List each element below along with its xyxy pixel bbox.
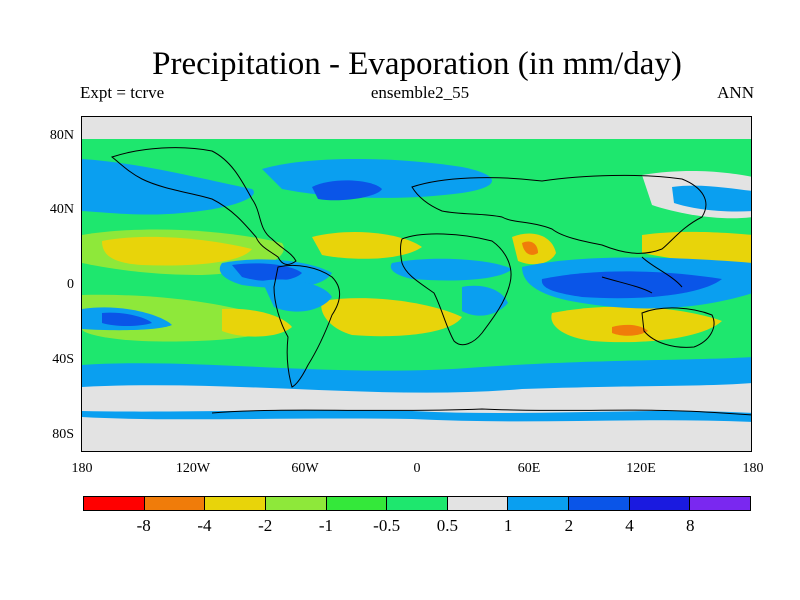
x-tick-120w: 120W: [175, 461, 211, 476]
colorbar-label: 0.5: [436, 516, 458, 535]
colorbar-label: 2: [564, 516, 574, 535]
colorbar-box: [326, 497, 388, 510]
y-tick-80s: 80S: [52, 427, 74, 442]
south-pacific-convergence-core: [102, 312, 152, 326]
colorbar-label: -2: [258, 516, 273, 535]
x-tick-60w: 60W: [291, 461, 319, 476]
colorbar-box: [205, 497, 266, 510]
x-tick-180e: 180: [742, 461, 764, 476]
southern-gray-band: [82, 383, 751, 413]
colorbar-label: 4: [625, 516, 634, 535]
nw-pacific-storm-track: [672, 185, 751, 212]
ensemble-label: ensemble2_55: [370, 83, 470, 102]
north-atlantic-max: [312, 180, 382, 201]
amazon-wet-zone: [262, 279, 332, 312]
colorbar-label: -0.5: [373, 516, 401, 535]
south-pacific-yellow: [222, 308, 292, 337]
west-pacific-yellow: [642, 231, 751, 264]
colorbar-label: -1: [318, 516, 333, 535]
itcz-east-pacific-core: [232, 263, 302, 282]
experiment-label: Expt = tcrve: [80, 83, 165, 102]
y-tick-80n: 80N: [49, 128, 74, 143]
colorbar: [83, 496, 751, 511]
colorbar-box: [265, 497, 327, 510]
colorbar-label: -8: [136, 516, 151, 535]
north-pacific-yellow: [102, 236, 252, 266]
season-label: ANN: [717, 83, 754, 102]
south-indian-dry-zone: [551, 306, 722, 343]
colorbar-box: [387, 497, 448, 510]
colorbar-box: [690, 497, 751, 510]
north-pacific-storm-track: [82, 159, 254, 215]
itcz-atlantic: [390, 258, 512, 281]
colorbar-label: 8: [686, 516, 695, 535]
south-indian-peak: [612, 324, 648, 336]
coastlines: [110, 147, 751, 416]
south-atlantic-dry-zone: [321, 298, 462, 337]
colorbar-box: [508, 497, 570, 510]
y-tick-40s: 40S: [52, 352, 74, 367]
x-tick-120e: 120E: [626, 461, 656, 476]
colorbar-box: [84, 497, 145, 510]
colorbar-label: -4: [197, 516, 212, 535]
precipitation-evaporation-map: [82, 117, 751, 451]
warm-pool-core: [541, 271, 722, 299]
arabian-sea-peak: [522, 241, 538, 255]
colorbar-box: [144, 497, 206, 510]
map-panel: [81, 116, 752, 452]
x-tick-60e: 60E: [517, 461, 541, 476]
x-tick-180w: 180: [71, 461, 93, 476]
plot-title: Precipitation - Evaporation (in mm/day): [152, 46, 682, 82]
arctic-gray-band: [82, 117, 751, 139]
x-tick-0: 0: [413, 461, 421, 476]
colorbar-box: [629, 497, 691, 510]
colorbar-box: [569, 497, 630, 510]
colorbar-label: 1: [503, 516, 513, 535]
north-atlantic-dry-zone: [312, 232, 422, 259]
y-tick-0: 0: [67, 277, 74, 292]
y-tick-40n: 40N: [49, 202, 74, 217]
colorbar-box: [447, 497, 509, 510]
central-africa-wet-zone: [462, 285, 508, 316]
